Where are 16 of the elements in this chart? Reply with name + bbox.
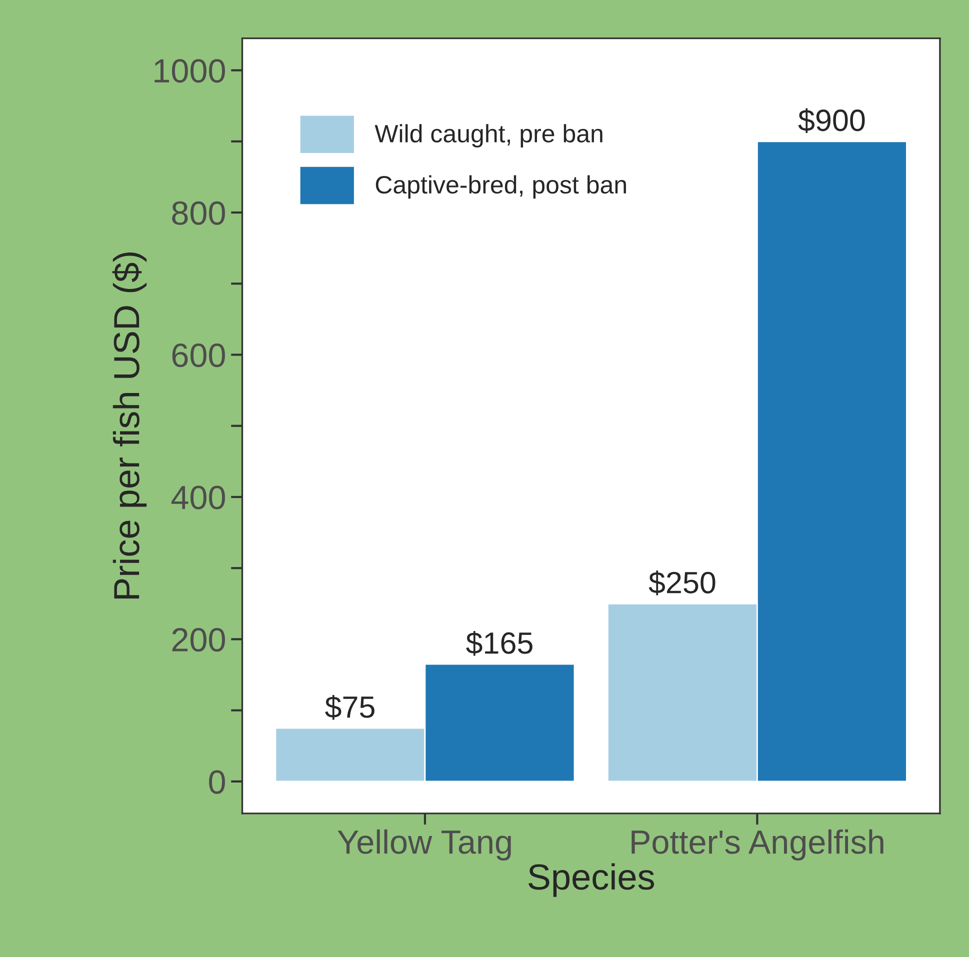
y-tick-label: 800 bbox=[172, 201, 225, 225]
data-label: $75 bbox=[325, 694, 374, 720]
y-tick-label: 1000 bbox=[154, 59, 225, 83]
x-tick-label: Potter's Angelfish bbox=[632, 829, 884, 860]
y-tick-label: 200 bbox=[172, 628, 225, 652]
y-tick-label: 0 bbox=[209, 770, 225, 794]
legend-label: Captive-bred, post ban bbox=[376, 175, 626, 199]
y-tick-label: 600 bbox=[172, 344, 225, 368]
x-axis-title: Species bbox=[528, 863, 654, 897]
y-axis-title: Price per fish USD ($) bbox=[112, 252, 147, 598]
x-tick-label: Yellow Tang bbox=[338, 829, 511, 860]
legend-label: Wild caught, pre ban bbox=[374, 124, 602, 148]
data-label: $900 bbox=[798, 108, 865, 134]
data-label: $250 bbox=[648, 570, 716, 596]
y-tick-label: 400 bbox=[171, 486, 225, 510]
data-label: $165 bbox=[466, 630, 532, 656]
